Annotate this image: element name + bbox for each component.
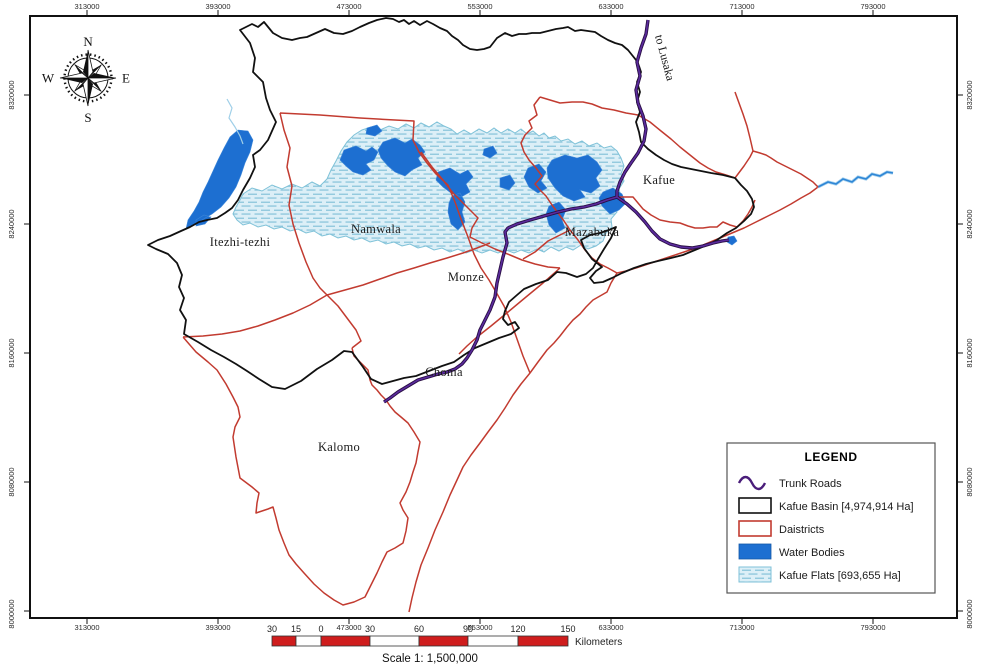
- x-axis-label-top: 473000: [336, 2, 361, 11]
- y-axis-label-right: 8080000: [965, 467, 974, 496]
- y-axis-label-left: 8160000: [7, 338, 16, 367]
- y-axis-label-left: 8080000: [7, 467, 16, 496]
- compass-south-label: S: [84, 110, 91, 125]
- district-label-monze: Monze: [448, 270, 484, 284]
- y-axis-label-right: 8160000: [965, 338, 974, 367]
- y-axis-label-right: 8320000: [965, 80, 974, 109]
- x-axis-label-bottom: 473000: [336, 623, 361, 632]
- x-axis-label-top: 553000: [467, 2, 492, 11]
- y-axis-label-right: 8000000: [965, 599, 974, 628]
- x-axis-label-top: 633000: [598, 2, 623, 11]
- legend: LEGEND Trunk Roads Kafue Basin [4,974,91…: [726, 442, 936, 594]
- scale-bar: 30 15 0 30 60 90 120 150 Kilometers Scal…: [267, 624, 622, 665]
- y-axis-label-left: 8000000: [7, 599, 16, 628]
- kafue-basin-outline: [147, 17, 755, 390]
- scale-tick-label: 30: [267, 624, 277, 634]
- x-axis-label-bottom: 713000: [729, 623, 754, 632]
- x-axis-label-bottom: 793000: [860, 623, 885, 632]
- legend-basin-symbol: [738, 497, 772, 514]
- compass-east-label: E: [122, 71, 130, 86]
- compass-rose: N E S W: [42, 34, 130, 125]
- legend-title: LEGEND: [804, 450, 857, 464]
- legend-item-label: Kafue Flats [693,655 Ha]: [779, 570, 901, 582]
- compass-star-cardinal: [59, 49, 117, 107]
- legend-item-label: Trunk Roads: [779, 478, 842, 490]
- x-axis-label-top: 713000: [729, 2, 754, 11]
- x-axis-label-bottom: 553000: [467, 623, 492, 632]
- trunk-roads: [383, 19, 730, 404]
- scale-tick-label: 30: [365, 624, 375, 634]
- scale-unit-label: Kilometers: [575, 637, 622, 648]
- district-label-kafue: Kafue: [643, 173, 675, 187]
- district-label-mazabuka: Mazabuka: [565, 225, 620, 239]
- river-east-core: [817, 171, 894, 188]
- scale-tick-label: 150: [560, 624, 575, 634]
- scale-tick-label: 0: [318, 624, 323, 634]
- y-axis-label-left: 8240000: [7, 209, 16, 238]
- trunk-road-core: [383, 19, 730, 403]
- legend-item-label: Water Bodies: [779, 547, 845, 559]
- scale-tick-label: 90: [463, 624, 473, 634]
- district-label-namwala: Namwala: [351, 222, 401, 236]
- x-axis-label-bottom: 313000: [74, 623, 99, 632]
- x-axis-label-bottom: 633000: [598, 623, 623, 632]
- compass-west-label: W: [42, 71, 55, 86]
- x-axis-label-top: 313000: [74, 2, 99, 11]
- legend-item-label: Daistricts: [779, 524, 825, 536]
- y-axis-label-right: 8240000: [965, 209, 974, 238]
- scale-ratio-text: Scale 1: 1,500,000: [382, 653, 478, 665]
- legend-districts-symbol: [738, 520, 772, 537]
- legend-trunk-road-symbol: [737, 475, 767, 491]
- scale-tick-label: 120: [510, 624, 525, 634]
- x-axis-label-bottom: 393000: [205, 623, 230, 632]
- legend-flats-symbol: [738, 566, 772, 583]
- river-northwest: [226, 98, 244, 145]
- x-axis-label-top: 393000: [205, 2, 230, 11]
- grid-ticks: [24, 10, 963, 624]
- district-label-choma: Choma: [425, 365, 463, 379]
- scale-tick-label: 15: [291, 624, 301, 634]
- legend-item-label: Kafue Basin [4,974,914 Ha]: [779, 501, 914, 513]
- y-axis-label-left: 8320000: [7, 80, 16, 109]
- x-axis-label-top: 793000: [860, 2, 885, 11]
- district-label-kalomo: Kalomo: [318, 440, 360, 454]
- scale-tick-label: 60: [414, 624, 424, 634]
- district-label-itezhi-tezhi: Itezhi-tezhi: [210, 235, 271, 249]
- legend-water-symbol: [738, 543, 772, 560]
- compass-north-label: N: [83, 34, 93, 49]
